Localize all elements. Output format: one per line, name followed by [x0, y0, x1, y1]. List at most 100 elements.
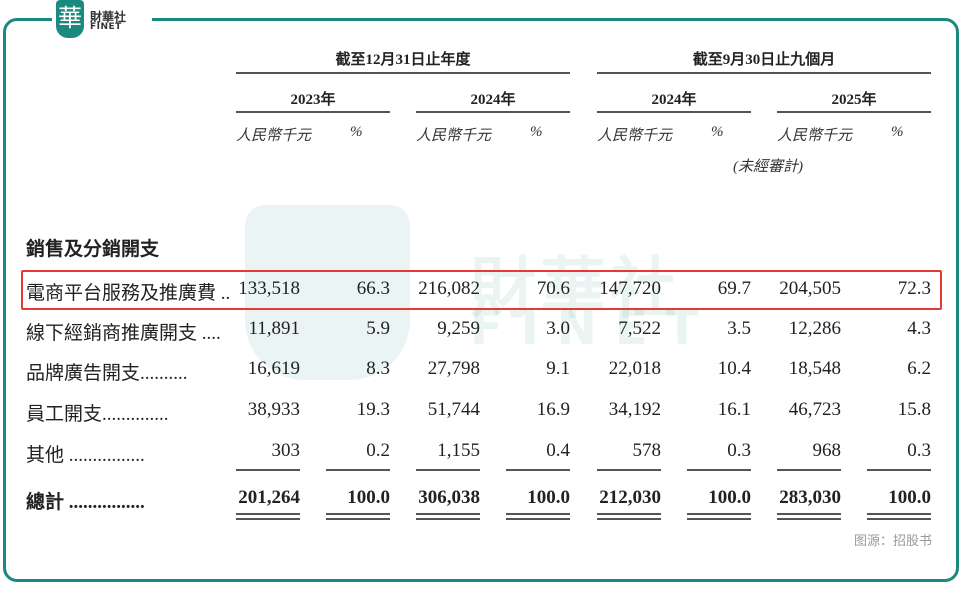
- content-frame: [3, 18, 959, 582]
- total-value: 100.0: [708, 487, 751, 508]
- logo-name-en: FINET: [90, 22, 122, 32]
- group-rule: [597, 72, 931, 74]
- row-label: 線下經銷商推廣開支 ....: [26, 323, 221, 344]
- cell-value: 8.3: [366, 358, 390, 379]
- row-label: 電商平台服務及推廣費 ..: [26, 283, 231, 304]
- cell-value: 303: [271, 440, 301, 461]
- cell-value: 9.1: [546, 358, 570, 379]
- group-header: 截至9月30日止九個月: [692, 52, 836, 68]
- group-rule: [236, 72, 570, 74]
- logo-name-cn: 財華社: [90, 10, 127, 24]
- cell-value: 5.9: [366, 318, 390, 339]
- cell-value: 216,082: [418, 278, 480, 299]
- cell-value: 70.6: [536, 278, 570, 299]
- year-rule: [416, 111, 570, 113]
- unit-amount: 人民幣千元: [777, 128, 853, 144]
- total-value: 100.0: [527, 487, 570, 508]
- cell-value: 12,286: [788, 318, 841, 339]
- row-label: 其他 ................: [26, 445, 145, 466]
- total-value: 306,038: [418, 487, 480, 508]
- watermark-logo: [245, 205, 410, 380]
- cell-value: 34,192: [608, 399, 661, 420]
- total-value: 201,264: [238, 487, 300, 508]
- year-header: 2024年: [470, 92, 516, 108]
- cell-value: 1,155: [437, 440, 480, 461]
- cell-value: 11,891: [248, 318, 300, 339]
- cell-value: 66.3: [356, 278, 390, 299]
- row-label: 員工開支..............: [26, 404, 169, 425]
- total-rule: [687, 513, 751, 515]
- cell-value: 4.3: [907, 318, 931, 339]
- subtotal-rule: [687, 469, 751, 471]
- cell-value: 0.2: [366, 440, 390, 461]
- subtotal-rule: [416, 469, 480, 471]
- cell-value: 18,548: [788, 358, 841, 379]
- unit-pct: %: [891, 124, 904, 140]
- cell-value: 51,744: [427, 399, 480, 420]
- total-value: 212,030: [599, 487, 661, 508]
- unit-pct: %: [530, 124, 543, 140]
- section-title: 銷售及分銷開支: [26, 239, 160, 260]
- cell-value: 147,720: [599, 278, 661, 299]
- cell-value: 6.2: [907, 358, 931, 379]
- cell-value: 578: [632, 440, 662, 461]
- unaudited-note: (未經審計): [733, 159, 803, 175]
- finet-logo: 華 財華社 FINET: [52, 0, 152, 42]
- total-rule: [506, 518, 570, 520]
- row-label: 品牌廣告開支..........: [26, 363, 188, 384]
- cell-value: 22,018: [608, 358, 661, 379]
- unit-amount: 人民幣千元: [597, 128, 673, 144]
- cell-value: 9,259: [437, 318, 480, 339]
- total-rule: [687, 518, 751, 520]
- total-value: 283,030: [779, 487, 841, 508]
- total-rule: [416, 518, 480, 520]
- highlight-box: [21, 270, 942, 310]
- cell-value: 19.3: [356, 399, 390, 420]
- cell-value: 16.9: [536, 399, 570, 420]
- year-header: 2023年: [290, 92, 336, 108]
- cell-value: 15.8: [897, 399, 931, 420]
- total-rule: [416, 513, 480, 515]
- cell-value: 27,798: [427, 358, 480, 379]
- total-rule: [326, 513, 390, 515]
- cell-value: 3.0: [546, 318, 570, 339]
- year-header: 2024年: [651, 92, 697, 108]
- cell-value: 69.7: [717, 278, 751, 299]
- year-rule: [236, 111, 390, 113]
- year-rule: [777, 111, 931, 113]
- year-header: 2025年: [831, 92, 877, 108]
- subtotal-rule: [326, 469, 390, 471]
- cell-value: 0.3: [907, 440, 931, 461]
- source-note: 图源：招股书: [853, 534, 932, 549]
- unit-amount: 人民幣千元: [416, 128, 492, 144]
- total-rule: [236, 518, 300, 520]
- cell-value: 0.3: [727, 440, 751, 461]
- cell-value: 38,933: [247, 399, 300, 420]
- cell-value: 16,619: [247, 358, 300, 379]
- cell-value: 3.5: [727, 318, 751, 339]
- watermark-text: 財華社: [470, 250, 680, 327]
- year-rule: [597, 111, 751, 113]
- subtotal-rule: [506, 469, 570, 471]
- total-rule: [597, 518, 661, 520]
- cell-value: 204,505: [779, 278, 841, 299]
- cell-value: 968: [812, 440, 842, 461]
- cell-value: 0.4: [546, 440, 570, 461]
- group-header: 截至12月31日止年度: [335, 52, 471, 68]
- cell-value: 133,518: [238, 278, 300, 299]
- cell-value: 10.4: [717, 358, 751, 379]
- total-rule: [777, 518, 841, 520]
- subtotal-rule: [597, 469, 661, 471]
- subtotal-rule: [236, 469, 300, 471]
- cell-value: 46,723: [788, 399, 841, 420]
- unit-amount: 人民幣千元: [236, 128, 312, 144]
- total-rule: [867, 518, 931, 520]
- total-value: 100.0: [888, 487, 931, 508]
- unit-pct: %: [711, 124, 724, 140]
- cell-value: 72.3: [897, 278, 931, 299]
- cell-value: 16.1: [717, 399, 751, 420]
- total-rule: [867, 513, 931, 515]
- total-rule: [597, 513, 661, 515]
- total-rule: [777, 513, 841, 515]
- total-rule: [236, 513, 300, 515]
